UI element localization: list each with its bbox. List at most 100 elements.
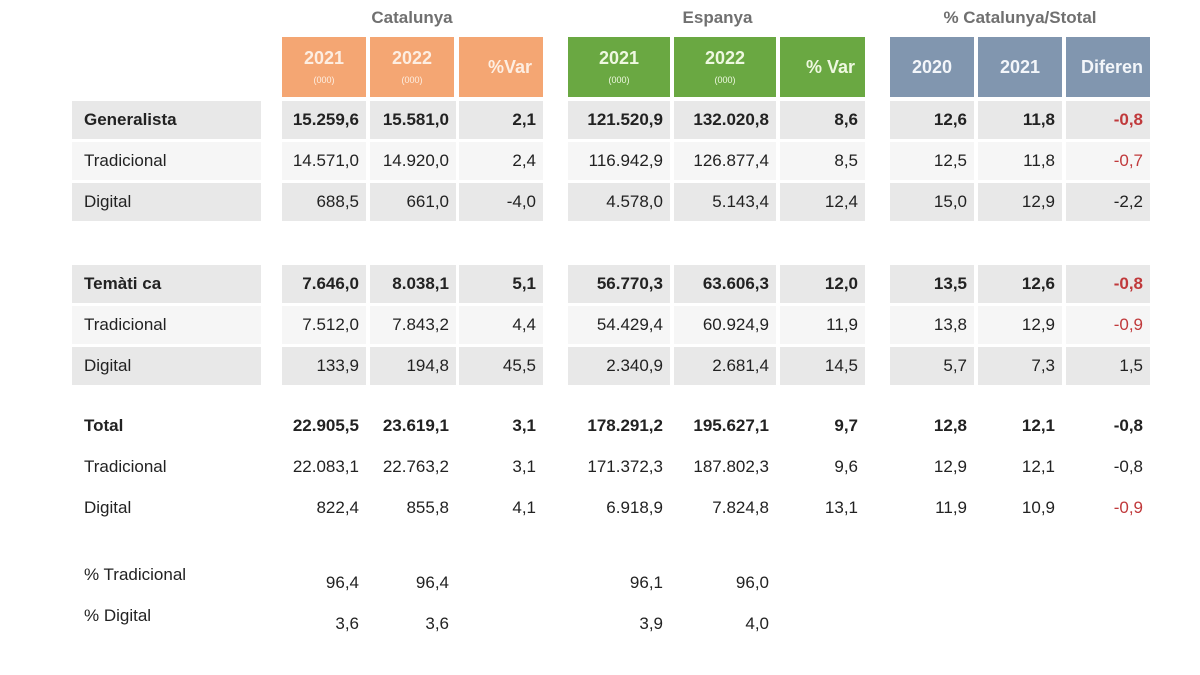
table-cell-share-0: 12,6: [890, 101, 974, 139]
table-cell-esp-1: 187.802,3: [693, 457, 769, 476]
table-cell-cat-0: 133,9: [282, 347, 366, 385]
table-cell-cat-0: 7.646,0: [282, 265, 366, 303]
table-cell-esp-0: 2.340,9: [568, 347, 670, 385]
table-cell-share-1: 11,8: [978, 142, 1062, 180]
header-catalunya-2021: 2021 (000): [282, 37, 366, 97]
table-cell-share-1: 10,9: [1021, 498, 1055, 517]
table-cell-esp-0: 56.770,3: [568, 265, 670, 303]
row-label: Tradicional: [72, 306, 261, 344]
row-label: Digital: [72, 183, 261, 221]
table-cell-cat-1: 15.581,0: [370, 101, 456, 139]
table-cell-share-0: 13,5: [890, 265, 974, 303]
header-unit: (000): [608, 75, 630, 85]
header-unit: (000): [714, 75, 736, 85]
table-cell-esp-1: 195.627,1: [693, 416, 769, 435]
table-cell-share-1: 12,9: [978, 306, 1062, 344]
pct-cell-cat-0: 3,6: [335, 614, 359, 633]
table-cell-share-1: 12,1: [1021, 457, 1055, 476]
row-label: Digital: [72, 347, 261, 385]
table-cell-share-0: 12,9: [933, 457, 967, 476]
row-label: Generalista: [72, 101, 261, 139]
table-cell-esp-1: 132.020,8: [674, 101, 776, 139]
table-cell-share-0: 5,7: [890, 347, 974, 385]
table-cell-cat-1: 194,8: [370, 347, 456, 385]
table-cell-cat-1: 661,0: [370, 183, 456, 221]
table-cell-share-2: 1,5: [1066, 347, 1150, 385]
table-cell-esp-2: 8,5: [780, 142, 865, 180]
pct-cell-cat-0: 96,4: [325, 573, 359, 592]
share-group-title: % Catalunya/Stotal: [943, 8, 1097, 27]
table-cell-share-1: 12,9: [978, 183, 1062, 221]
row-label: Digital: [84, 498, 132, 517]
table-cell-esp-0: 6.918,9: [606, 498, 663, 517]
table-cell-cat-1: 23.619,1: [382, 416, 449, 435]
table-row: Digital 822,4 855,8 4,1 6.918,9 7.824,8 13,1 11…: [0, 493, 1200, 531]
table-cell-share-0: 12,8: [933, 416, 967, 435]
pct-cell-esp-0: 3,9: [639, 614, 663, 633]
table-row: Tradicional 7.512,0 7.843,2 4,4 54.429,4 60.9…: [0, 306, 1200, 344]
table-cell-share-2: -2,2: [1066, 183, 1150, 221]
table-cell-share-1: 7,3: [978, 347, 1062, 385]
table-cell-share-2: -0,8: [1066, 265, 1150, 303]
table-cell-cat-2: 4,4: [459, 306, 543, 344]
table-cell-esp-2: 8,6: [780, 101, 865, 139]
table-cell-share-1: 12,6: [978, 265, 1062, 303]
header-unit: (000): [313, 75, 335, 85]
table-cell-esp-0: 4.578,0: [568, 183, 670, 221]
table-cell-esp-1: 7.824,8: [712, 498, 769, 517]
header-catalunya-2022: 2022 (000): [370, 37, 454, 97]
header-year: 2021: [999, 57, 1041, 77]
table-row: Temàti ca 7.646,0 8.038,1 5,1 56.770,3 63.606…: [0, 265, 1200, 303]
table-cell-esp-2: 11,9: [780, 306, 865, 344]
header-year: 2021: [598, 48, 640, 68]
table-cell-cat-2: -4,0: [459, 183, 543, 221]
table-cell-cat-0: 22.083,1: [292, 457, 359, 476]
row-label: Total: [84, 416, 124, 435]
table-cell-share-1: 11,8: [978, 101, 1062, 139]
table-cell-share-2: -0,7: [1066, 142, 1150, 180]
table-cell-share-1: 12,1: [1021, 416, 1055, 435]
pct-cell-cat-1: 96,4: [415, 573, 449, 592]
table-cell-esp-2: 9,6: [834, 457, 858, 476]
pct-row: % Tradicional 96,4 96,4 96,1 96,0: [0, 560, 1200, 598]
table-cell-esp-2: 12,4: [780, 183, 865, 221]
table-cell-cat-1: 22.763,2: [382, 457, 449, 476]
table-cell-cat-0: 822,4: [316, 498, 359, 517]
header-year: 2021: [303, 48, 345, 68]
table-cell-esp-2: 13,1: [824, 498, 858, 517]
table-cell-share-0: 15,0: [890, 183, 974, 221]
table-cell-esp-2: 14,5: [780, 347, 865, 385]
table-cell-cat-2: 4,1: [512, 498, 536, 517]
table-cell-share-2: -0,9: [1113, 498, 1143, 517]
table-row: Tradicional 22.083,1 22.763,2 3,1 171.372,3 1…: [0, 452, 1200, 490]
pct-cell-esp-1: 4,0: [745, 614, 769, 633]
table-cell-esp-0: 54.429,4: [568, 306, 670, 344]
table-row: Digital 133,9 194,8 45,5 2.340,9 2.681,4 14,5 5…: [0, 347, 1200, 385]
table-cell-esp-0: 178.291,2: [587, 416, 663, 435]
table-row: Digital 688,5 661,0 -4,0 4.578,0 5.143,4 12,4 1…: [0, 183, 1200, 221]
table-cell-cat-0: 22.905,5: [292, 416, 359, 435]
table-cell-esp-1: 60.924,9: [674, 306, 776, 344]
header-year: 2020: [911, 57, 953, 77]
header-label: % Var: [805, 57, 856, 77]
header-share-2020: 2020: [890, 37, 974, 97]
table-cell-cat-0: 14.571,0: [282, 142, 366, 180]
table-cell-cat-2: 3,1: [512, 416, 536, 435]
table-cell-esp-1: 2.681,4: [674, 347, 776, 385]
table-cell-cat-2: 5,1: [459, 265, 543, 303]
table-cell-cat-0: 7.512,0: [282, 306, 366, 344]
table-cell-cat-0: 688,5: [282, 183, 366, 221]
table-cell-esp-2: 9,7: [834, 416, 858, 435]
row-label: Tradicional: [84, 457, 167, 476]
pct-row: % Digital 3,6 3,6 3,9 4,0: [0, 601, 1200, 639]
header-share-diff: Diferen: [1066, 37, 1150, 97]
table-cell-esp-2: 12,0: [780, 265, 865, 303]
pct-row-label: % Tradicional: [84, 565, 187, 584]
table-cell-esp-0: 171.372,3: [587, 457, 663, 476]
table-cell-esp-0: 116.942,9: [568, 142, 670, 180]
header-unit: (000): [401, 75, 423, 85]
espanya-group-title: Espanya: [682, 8, 753, 27]
pct-cell-esp-1: 96,0: [735, 573, 769, 592]
pct-row-label: % Digital: [84, 606, 152, 625]
pct-cell-cat-1: 3,6: [425, 614, 449, 633]
